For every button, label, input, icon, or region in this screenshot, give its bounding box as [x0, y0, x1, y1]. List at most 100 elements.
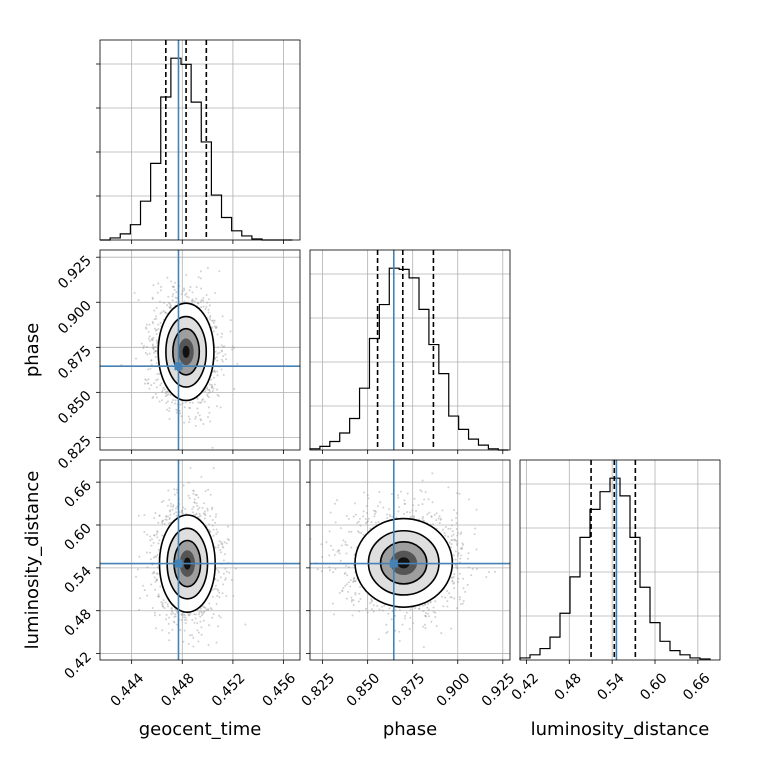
sample-point	[187, 481, 190, 484]
y-tick-label: 0.875	[55, 343, 95, 383]
sample-point	[216, 393, 219, 396]
sample-point	[221, 360, 224, 363]
sample-point	[173, 493, 176, 496]
sample-point	[156, 572, 159, 575]
sample-point	[415, 509, 418, 512]
sample-point	[201, 506, 204, 509]
sample-point	[146, 566, 149, 569]
sample-point	[165, 518, 168, 521]
sample-point	[454, 550, 457, 553]
sample-point	[403, 502, 406, 505]
sample-point	[216, 370, 219, 373]
joint-density	[120, 266, 239, 449]
sample-point	[452, 554, 455, 557]
sample-point	[425, 612, 428, 615]
sample-point	[220, 349, 223, 352]
sample-point	[225, 570, 228, 573]
sample-point	[163, 607, 166, 610]
sample-point	[157, 323, 160, 326]
sample-point	[200, 305, 203, 308]
sample-point	[203, 513, 206, 516]
sample-point	[429, 600, 432, 603]
sample-point	[412, 504, 415, 507]
x-tick-label: 0.452	[209, 670, 249, 710]
sample-point	[450, 535, 453, 538]
sample-point	[354, 591, 357, 594]
sample-point	[154, 355, 157, 358]
sample-point	[154, 555, 157, 558]
hist-panel-phase	[309, 249, 511, 454]
sample-point	[229, 330, 232, 333]
sample-point	[154, 350, 157, 353]
sample-point	[451, 580, 454, 583]
sample-point	[211, 326, 214, 329]
joint-panel-phase-vs-luminosity-distance: 0.825 0.850 0.875 0.900 0.925	[299, 459, 518, 710]
sample-point	[205, 294, 208, 297]
sample-point	[199, 607, 202, 610]
sample-point	[226, 538, 229, 541]
sample-point	[370, 599, 373, 602]
y-tick-label: 0.48	[61, 606, 94, 639]
sample-point	[440, 517, 443, 520]
sample-point	[197, 411, 200, 414]
x-tick-label: 0.900	[434, 670, 474, 710]
sample-point	[192, 505, 195, 508]
sample-point	[430, 620, 433, 623]
sample-point	[168, 409, 171, 412]
sample-point	[352, 599, 355, 602]
joint-density	[134, 466, 247, 648]
hist-panel-luminosity-distance: 0.42 0.48 0.54 0.60 0.66	[509, 459, 721, 704]
sample-point	[219, 576, 222, 579]
sample-point	[150, 544, 153, 547]
sample-point	[456, 567, 459, 570]
sample-point	[169, 502, 172, 505]
sample-point	[153, 576, 156, 579]
sample-point	[189, 466, 192, 469]
sample-point	[446, 600, 449, 603]
sample-point	[151, 296, 154, 299]
sample-point	[156, 579, 159, 582]
sample-point	[213, 383, 216, 386]
sample-point	[149, 551, 152, 554]
sample-point	[377, 638, 380, 641]
density-level	[182, 345, 190, 358]
sample-point	[385, 513, 388, 516]
sample-point	[458, 572, 461, 575]
sample-point	[424, 627, 427, 630]
joint-density	[310, 472, 497, 648]
y-tick-label: 0.54	[61, 563, 94, 596]
sample-point	[212, 330, 215, 333]
sample-point	[158, 400, 161, 403]
sample-point	[215, 356, 218, 359]
sample-point	[156, 291, 159, 294]
sample-point	[462, 600, 465, 603]
sample-point	[209, 314, 212, 317]
sample-point	[166, 394, 169, 397]
x-tick-label: 0.42	[509, 670, 542, 703]
sample-point	[376, 604, 379, 607]
sample-point	[414, 607, 417, 610]
sample-point	[199, 615, 202, 618]
sample-point	[218, 591, 221, 594]
sample-point	[145, 551, 148, 554]
sample-point	[168, 498, 171, 501]
sample-point	[359, 524, 362, 527]
sample-point	[143, 382, 146, 385]
sample-point	[193, 300, 196, 303]
panel-frame	[309, 459, 511, 661]
sample-point	[173, 288, 176, 291]
sample-point	[456, 532, 459, 535]
sample-point	[460, 531, 463, 534]
sample-point	[215, 326, 218, 329]
sample-point	[216, 579, 219, 582]
sample-point	[199, 300, 202, 303]
sample-point	[217, 546, 220, 549]
sample-point	[222, 373, 225, 376]
sample-point	[167, 295, 170, 298]
sample-point	[172, 293, 175, 296]
sample-point	[157, 595, 160, 598]
sample-point	[328, 566, 331, 569]
sample-point	[401, 623, 404, 626]
sample-point	[234, 567, 237, 570]
sample-point	[222, 583, 225, 586]
